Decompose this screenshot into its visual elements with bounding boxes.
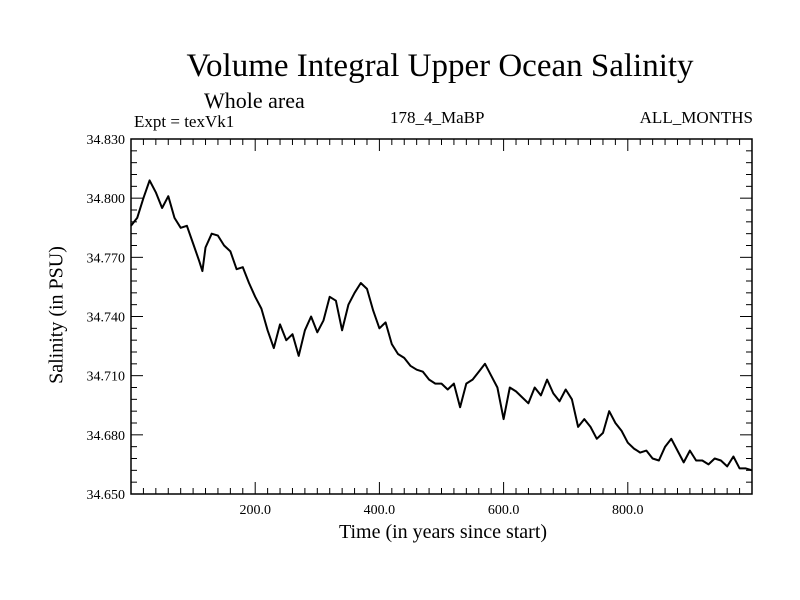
period-label: ALL_MONTHS (639, 108, 753, 127)
chart-title: Volume Integral Upper Ocean Salinity (186, 48, 694, 84)
tick-labels: 200.0 400.0 600.0 800.0 34.650 34.680 34.710 34… (87, 133, 644, 518)
experiment-label: Expt = texVk1 (134, 112, 235, 131)
salinity-series-line (130, 179, 753, 472)
y-tick-label: 34.680 (87, 429, 126, 444)
x-axis-label: Time (in years since start) (338, 521, 548, 543)
y-tick-label: 34.710 (87, 370, 126, 385)
plot-frame (130, 138, 753, 495)
x-tick-label: 600.0 (488, 503, 520, 518)
y-tick-label: 34.830 (87, 133, 126, 148)
y-tick-label: 34.740 (87, 311, 126, 326)
experiment-code-label: 178_4_MaBP (390, 108, 485, 127)
x-tick-label: 800.0 (612, 503, 644, 518)
y-tick-label: 34.770 (87, 251, 126, 266)
axis-ticks (131, 139, 752, 494)
y-tick-label: 34.650 (87, 488, 126, 503)
x-tick-label: 400.0 (364, 503, 396, 518)
x-tick-label: 200.0 (239, 503, 271, 518)
y-tick-label: 34.800 (87, 192, 126, 207)
chart-subtitle: Whole area (204, 88, 305, 113)
